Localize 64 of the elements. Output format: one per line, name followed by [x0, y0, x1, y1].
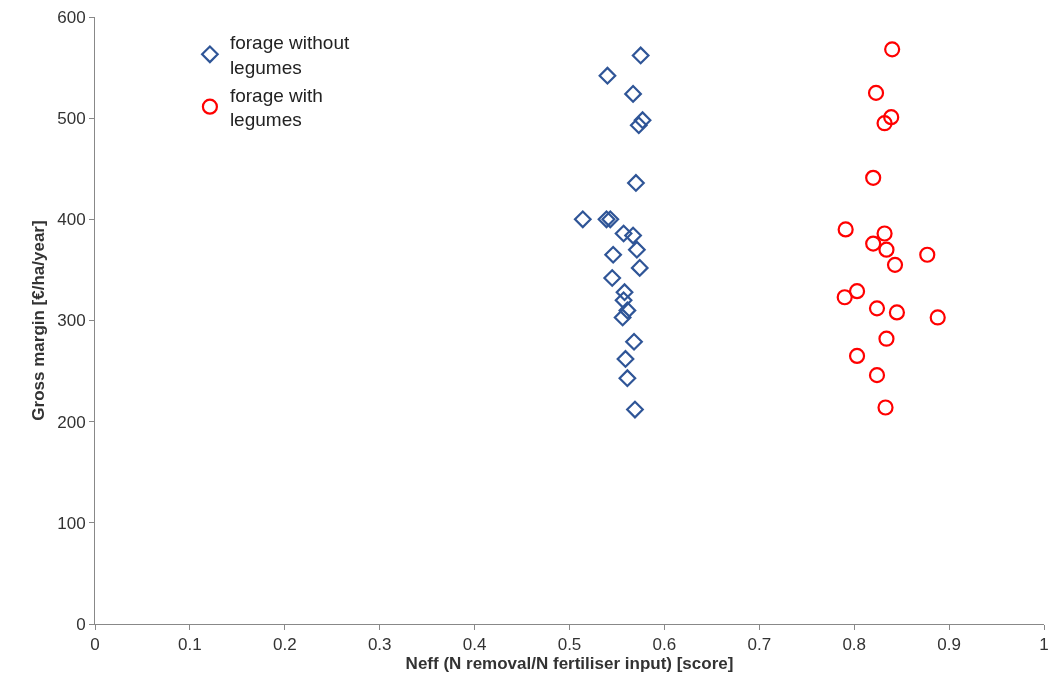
- point: [876, 225, 893, 242]
- point: [601, 210, 620, 229]
- x-tick-label: 0.1: [178, 635, 202, 655]
- y-tick-label: 500: [57, 109, 86, 129]
- point: [604, 245, 623, 264]
- point: [865, 235, 882, 252]
- y-tick-label: 0: [76, 614, 86, 634]
- point: [868, 367, 886, 384]
- point: [886, 256, 904, 273]
- point: [848, 347, 866, 364]
- point: [888, 304, 906, 321]
- y-tick-label: 100: [57, 513, 86, 533]
- point: [597, 210, 616, 229]
- point: [624, 226, 642, 245]
- x-tick-label: 0.7: [747, 635, 772, 655]
- y-tick-label: 200: [57, 412, 86, 432]
- point: [836, 289, 853, 306]
- x-tick-label: 0.2: [272, 635, 297, 655]
- point: [868, 300, 886, 317]
- point: [618, 369, 637, 388]
- point: [626, 400, 644, 419]
- y-tick-label: 600: [57, 7, 86, 27]
- point: [573, 210, 592, 229]
- x-tick-label: 0.9: [937, 635, 961, 655]
- y-axis-title: Gross margin [€/ha/year]: [28, 220, 48, 421]
- x-tick-label: 0.5: [557, 635, 582, 655]
- point: [631, 46, 650, 65]
- point: [877, 399, 894, 416]
- point: [627, 240, 646, 259]
- legend-label: forage with legumes: [229, 84, 323, 131]
- x-tick-label: 0.3: [367, 635, 392, 655]
- x-tick-label: 0.4: [462, 635, 487, 655]
- point: [624, 84, 642, 103]
- x-axis-title: Neff (N removal/N fertiliser input) [score]: [405, 654, 734, 674]
- point: [618, 301, 637, 320]
- x-tick-label: 1: [1039, 635, 1049, 655]
- point: [919, 246, 936, 263]
- point: [878, 330, 895, 347]
- point: [616, 350, 635, 368]
- y-tick-label: 400: [57, 210, 86, 230]
- point: [633, 111, 652, 130]
- x-tick-label: 0.8: [842, 635, 867, 655]
- point: [837, 221, 854, 238]
- point: [884, 41, 901, 58]
- x-tick-label: 0.6: [652, 635, 677, 655]
- point: [614, 224, 633, 243]
- point: [878, 241, 895, 258]
- point: [598, 66, 617, 85]
- point: [876, 115, 893, 132]
- point: [629, 116, 648, 135]
- point: [848, 283, 866, 300]
- point: [867, 84, 885, 101]
- point: [865, 169, 882, 186]
- x-tick-label: 0: [90, 635, 100, 655]
- point: [627, 174, 645, 192]
- point: [615, 283, 634, 302]
- point: [929, 309, 946, 326]
- y-tick-label: 300: [57, 311, 86, 331]
- point: [883, 109, 900, 126]
- point: [613, 308, 632, 327]
- point: [625, 332, 643, 351]
- point: [614, 291, 633, 310]
- point: [630, 258, 649, 277]
- point: [603, 269, 622, 287]
